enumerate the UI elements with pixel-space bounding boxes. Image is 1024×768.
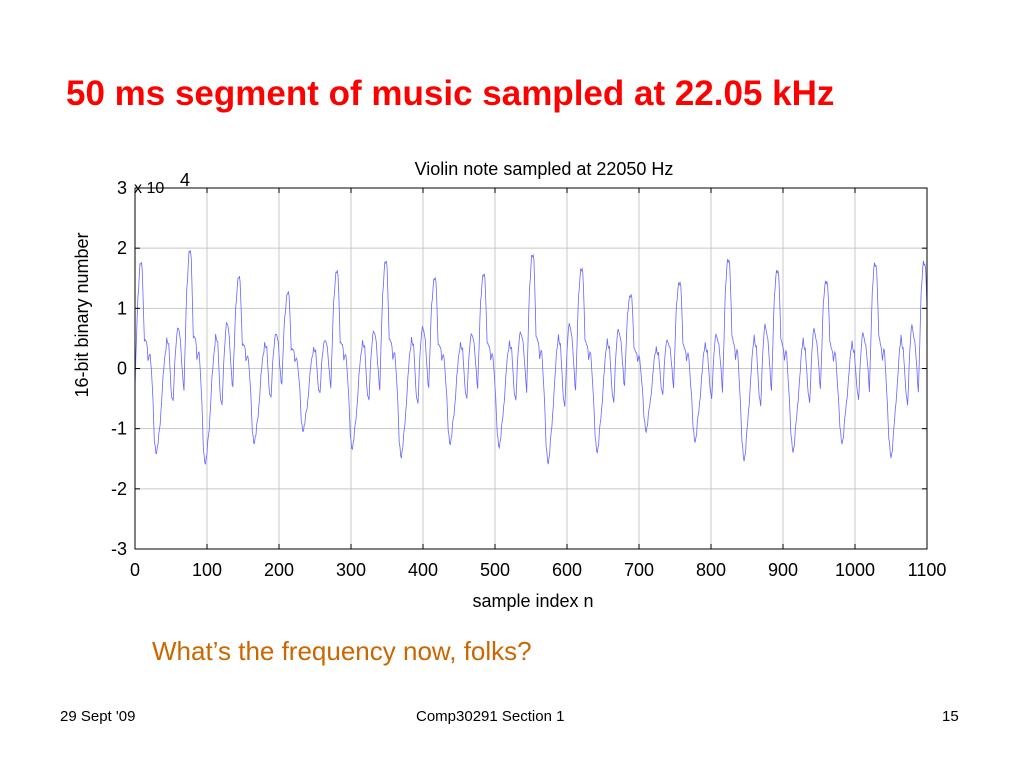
y-tick-label: 0 <box>117 359 127 379</box>
y-tick-label: 3 <box>117 178 127 198</box>
y-tick-label: -2 <box>111 479 127 499</box>
x-tick-label: 100 <box>192 560 222 580</box>
x-tick-label: 400 <box>408 560 438 580</box>
x-tick-label: 600 <box>552 560 582 580</box>
y-tick-label: 1 <box>117 298 127 318</box>
slide-title: 50 ms segment of music sampled at 22.05 … <box>66 74 835 113</box>
x-axis-ticks: 0 100 200 300 400 500 600 700 800 900 1000 1100 <box>130 188 946 580</box>
x-tick-label: 200 <box>264 560 294 580</box>
y-axis-label: 16-bit binary number <box>72 232 92 397</box>
y-axis-ticks: 3 2 1 0 -1 -2 -3 <box>111 178 927 559</box>
x-tick-label: 0 <box>130 560 140 580</box>
footer-page-number: 15 <box>942 708 959 725</box>
x-axis-label: sample index n <box>472 591 593 611</box>
y-tick-label: -1 <box>111 419 127 439</box>
question-text: What’s the frequency now, folks? <box>152 636 532 666</box>
signal-line <box>134 249 928 465</box>
y-tick-label: 2 <box>117 238 127 258</box>
chart-title: Violin note sampled at 22050 Hz <box>415 159 674 179</box>
chart-grid <box>135 188 927 549</box>
y-scale-exponent: 4 <box>180 170 190 190</box>
x-tick-label: 1000 <box>835 560 875 580</box>
footer-course: Comp30291 Section 1 <box>416 708 565 725</box>
y-tick-label: -3 <box>111 539 127 559</box>
x-tick-label: 1100 <box>908 560 947 580</box>
footer-date: 29 Sept '09 <box>60 708 136 725</box>
x-tick-label: 900 <box>768 560 798 580</box>
x-tick-label: 700 <box>624 560 654 580</box>
x-tick-label: 800 <box>696 560 726 580</box>
x-tick-label: 300 <box>336 560 366 580</box>
y-scale-label: x 10 <box>134 180 164 197</box>
x-tick-label: 500 <box>480 560 510 580</box>
